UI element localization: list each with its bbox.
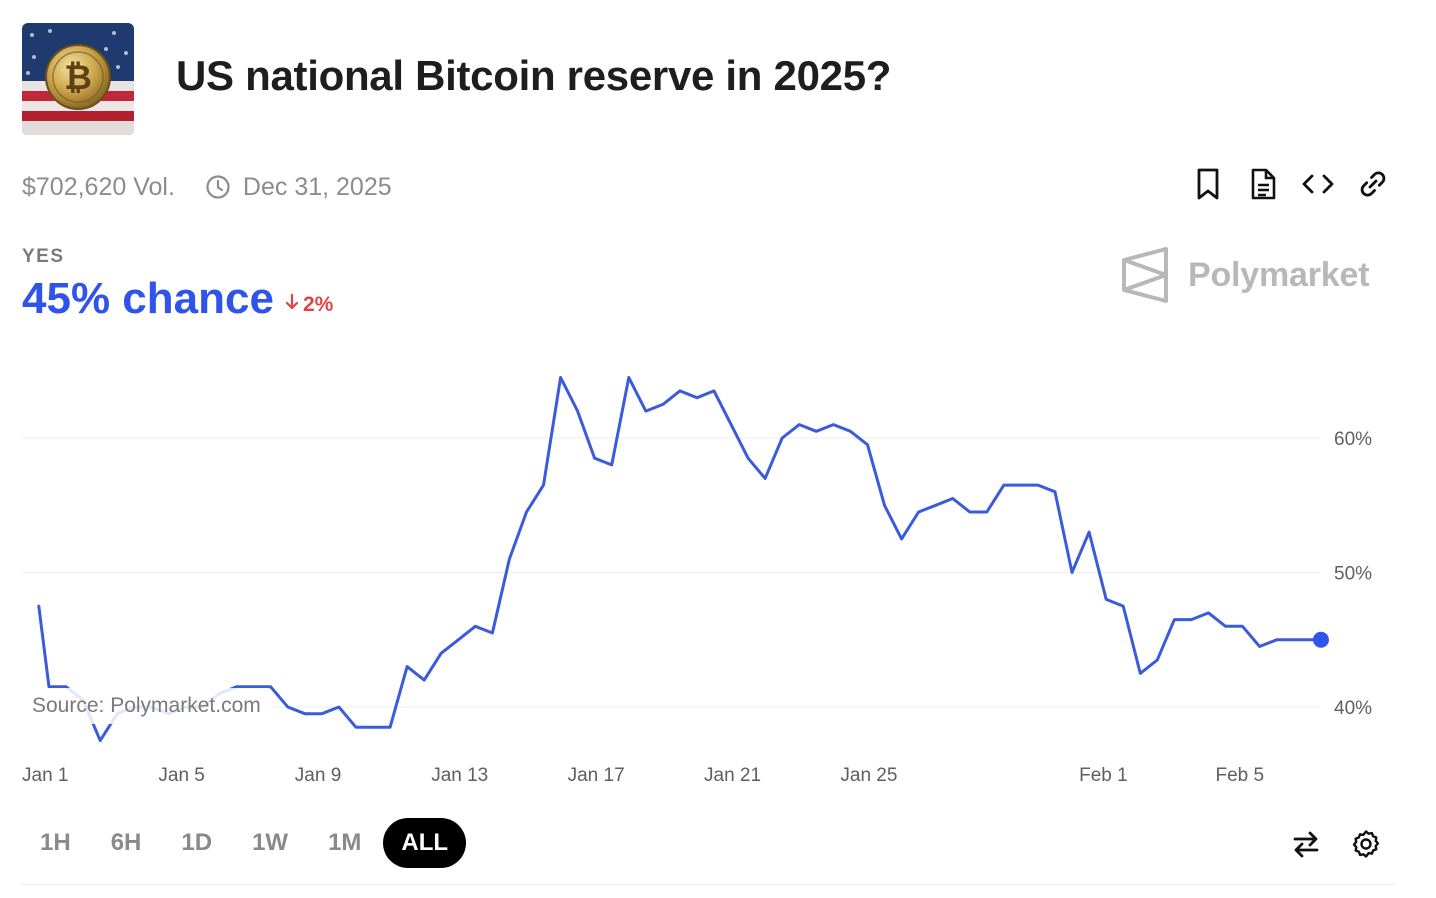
x-tick-label: Jan 5 — [158, 765, 204, 786]
x-tick-label: Feb 1 — [1079, 765, 1128, 786]
svg-text:₿: ₿ — [64, 58, 92, 98]
arrow-down-icon — [284, 293, 300, 317]
x-tick-label: Jan 21 — [704, 765, 761, 786]
delta-text: 2% — [303, 293, 334, 316]
price-chart[interactable]: 40% 50% 60% Jan 1 Jan 5 Jan 9 Jan 13 Jan 17 Jan… — [0, 340, 1436, 800]
x-tick-label: Jan 13 — [431, 765, 488, 786]
chart-tools — [1286, 824, 1386, 864]
range-tab-1m[interactable]: 1M — [328, 829, 362, 856]
range-tab-all[interactable]: ALL — [383, 818, 467, 868]
chart-source: Source: Polymarket.com — [22, 688, 271, 724]
brand-name: Polymarket — [1188, 255, 1370, 294]
end-date-text: Dec 31, 2025 — [242, 172, 392, 201]
market-actions — [1190, 166, 1391, 202]
x-tick-label: Feb 5 — [1216, 765, 1265, 786]
bookmark-icon[interactable] — [1190, 166, 1226, 202]
x-tick-label: Jan 9 — [295, 765, 341, 786]
chance-value: 45% chance — [22, 274, 274, 323]
clock-icon — [205, 174, 231, 200]
embed-code-icon[interactable] — [1300, 166, 1336, 202]
bottom-divider — [22, 884, 1394, 885]
market-thumbnail: ₿ — [22, 23, 134, 135]
range-tab-1h[interactable]: 1H — [40, 829, 71, 856]
range-tab-6h[interactable]: 6H — [110, 829, 142, 856]
x-tick-label: Jan 25 — [840, 765, 897, 786]
time-range-tabs: 1H 6H 1D 1W 1M ALL — [22, 818, 470, 868]
settings-icon[interactable] — [1346, 824, 1386, 864]
chance-delta: 2% — [284, 293, 333, 317]
polymarket-logo: Polymarket — [1120, 246, 1370, 304]
x-tick-label: Jan 17 — [568, 765, 625, 786]
market-title: US national Bitcoin reserve in 2025? — [176, 52, 892, 99]
y-tick-label: 60% — [1334, 429, 1372, 450]
range-tab-1d[interactable]: 1D — [181, 829, 213, 856]
document-icon[interactable] — [1245, 166, 1281, 202]
last-value-point — [1312, 631, 1329, 648]
y-tick-label: 40% — [1334, 698, 1372, 719]
swap-icon[interactable] — [1286, 824, 1326, 864]
market-meta: $702,620 Vol. Dec 31, 2025 — [22, 170, 392, 204]
bitcoin-flag-image: ₿ — [22, 23, 134, 135]
x-tick-label: Jan 1 — [22, 765, 68, 786]
link-icon[interactable] — [1355, 166, 1391, 202]
range-tab-1w[interactable]: 1W — [252, 829, 289, 856]
outcome-label: YES — [22, 246, 65, 267]
polymarket-mark-icon — [1122, 247, 1168, 303]
y-tick-label: 50% — [1334, 564, 1372, 585]
volume-text: $702,620 Vol. — [22, 172, 175, 201]
series-line-yes — [37, 376, 1323, 743]
